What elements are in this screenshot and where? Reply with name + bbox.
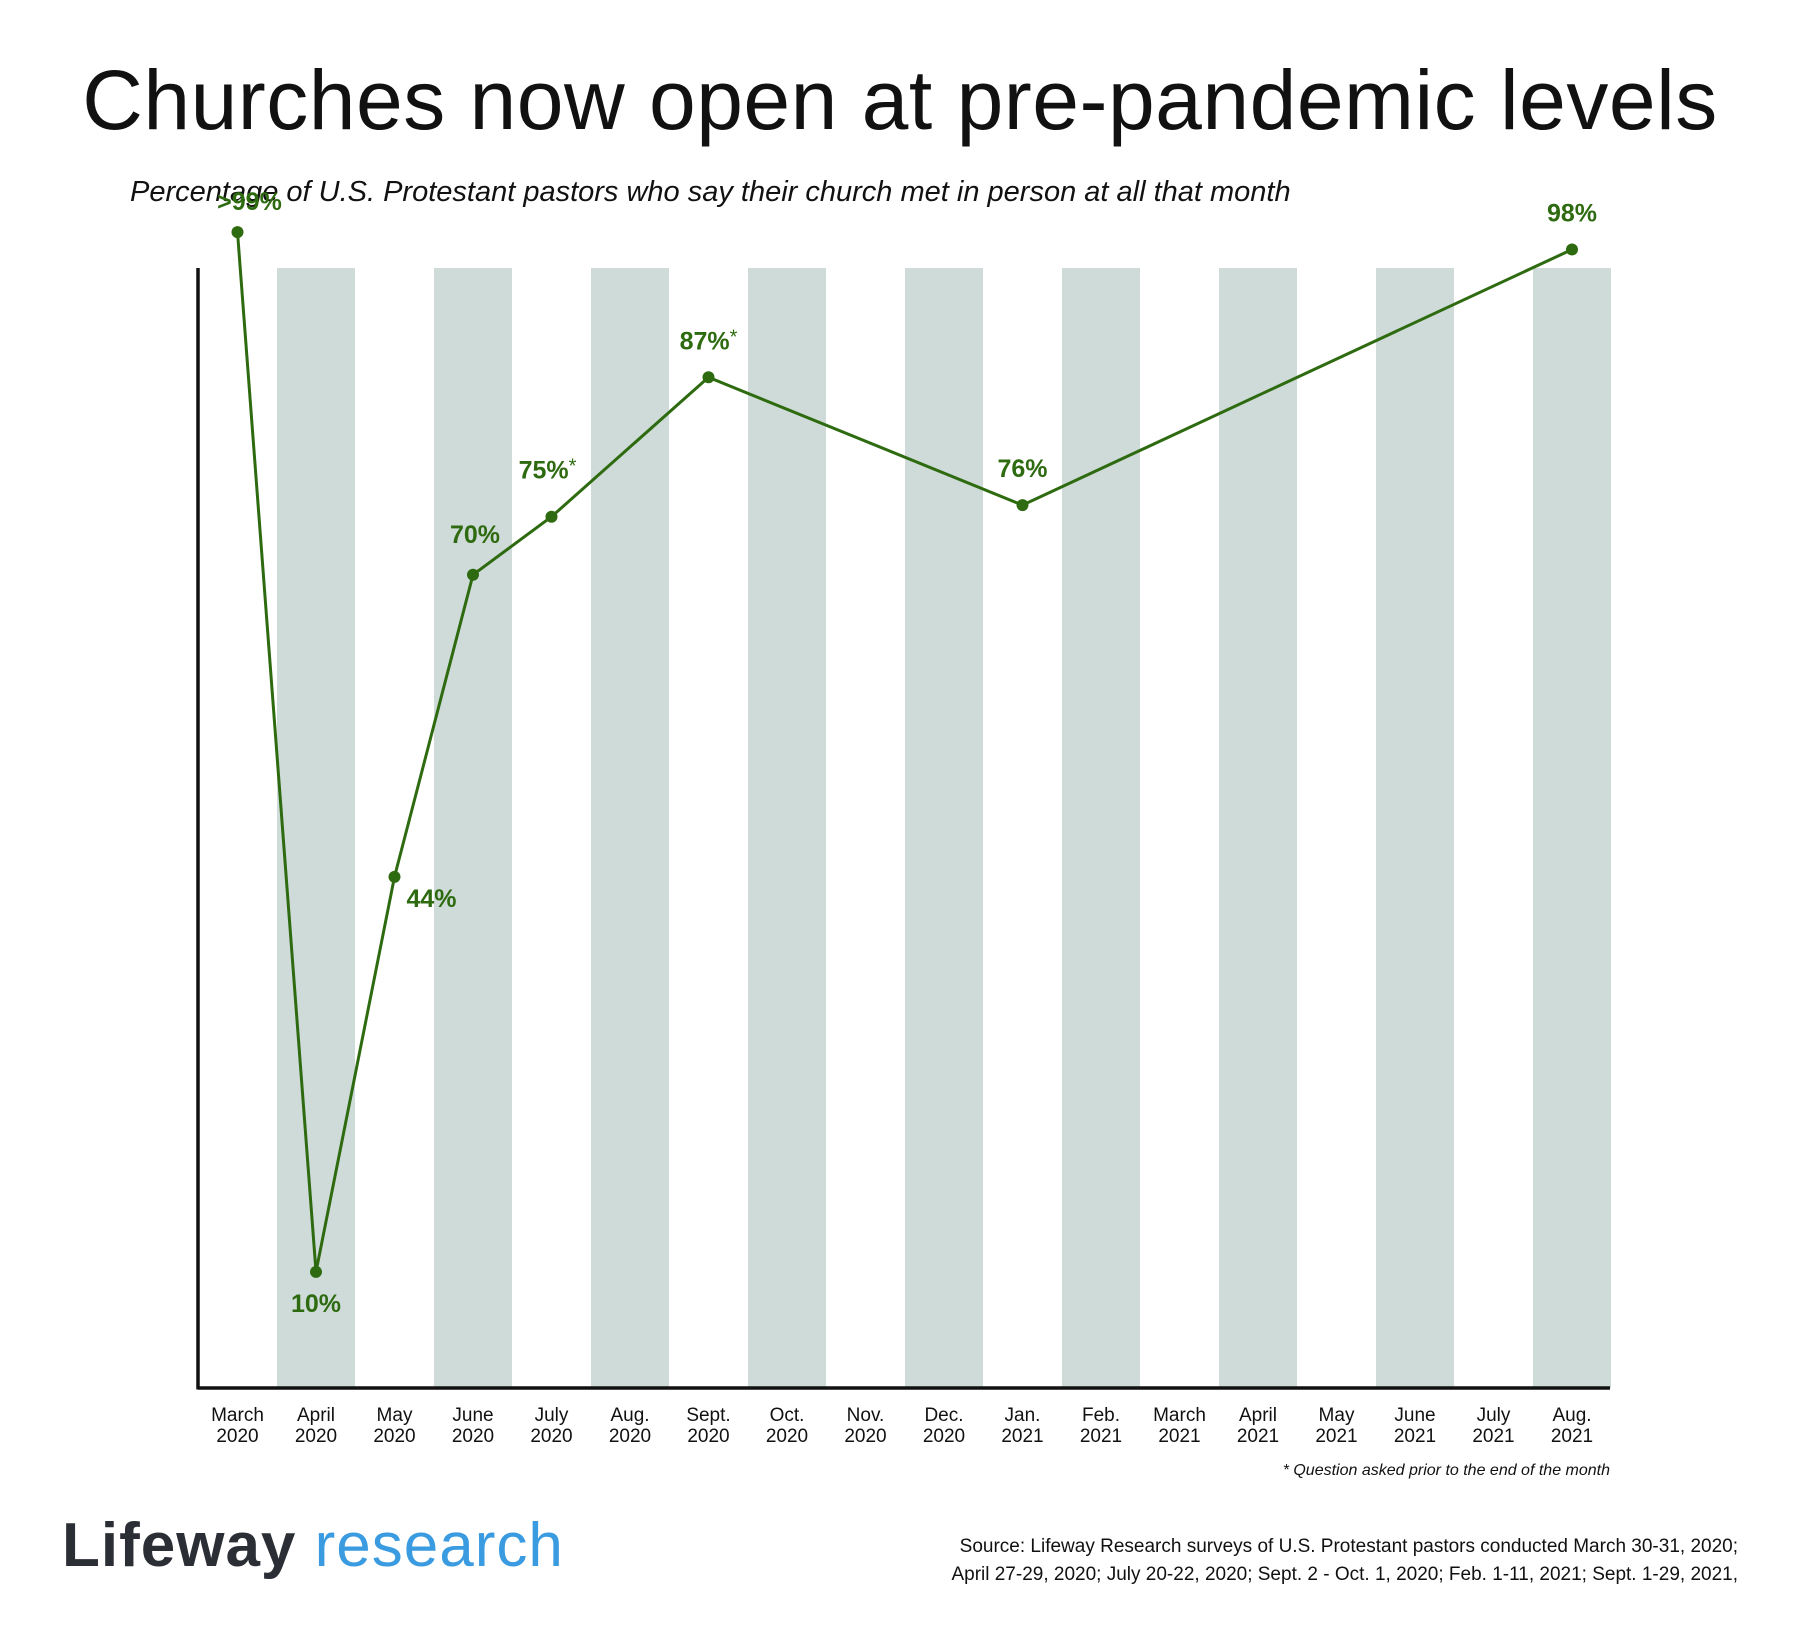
shaded-band: [1219, 268, 1297, 1388]
x-tick-label: March 2021: [1153, 1405, 1206, 1447]
x-tick-label: April 2020: [295, 1405, 337, 1447]
line-chart: March 2020 April 2020 May 2020 June 2020 July 202…: [196, 188, 1611, 1447]
data-label: 75%*: [519, 456, 577, 485]
shaded-band: [1062, 268, 1140, 1388]
data-point: [388, 870, 401, 883]
shaded-band: [1533, 268, 1611, 1388]
series-line: [236, 231, 1573, 1273]
shaded-band: [434, 268, 512, 1388]
data-label: 98%: [1547, 200, 1597, 228]
x-tick-label: July 2020: [530, 1405, 572, 1447]
x-tick-label: Oct. 2020: [766, 1405, 808, 1447]
shaded-band: [591, 268, 669, 1388]
data-label: 44%: [407, 885, 457, 913]
x-tick-label: April 2021: [1237, 1405, 1279, 1447]
data-label: 10%: [291, 1290, 341, 1318]
data-label: 87%*: [680, 326, 738, 355]
source-line-1: Source: Lifeway Research surveys of U.S.…: [959, 1536, 1738, 1557]
x-tick-label: March 2020: [211, 1405, 264, 1447]
data-point: [231, 226, 244, 239]
x-tick-label: Nov. 2020: [844, 1405, 886, 1447]
source-note: Source: Lifeway Research surveys of U.S.…: [778, 1533, 1738, 1589]
shaded-band: [277, 268, 355, 1388]
data-point: [702, 371, 715, 384]
data-label: 70%: [450, 521, 500, 549]
data-point: [1566, 243, 1578, 256]
logo-brand-text: Lifeway: [62, 1511, 297, 1580]
x-tick-label: May 2021: [1315, 1405, 1357, 1447]
chart-subtitle: Percentage of U.S. Protestant pastors wh…: [130, 176, 1291, 208]
lifeway-research-logo: Lifeway research: [62, 1510, 564, 1581]
x-tick-label: Sept. 2020: [686, 1405, 730, 1447]
x-tick-label: Feb. 2021: [1080, 1405, 1122, 1447]
data-point: [467, 568, 479, 581]
x-tick-label: June 2021: [1394, 1405, 1436, 1447]
data-label: 76%: [997, 455, 1047, 483]
chart-title: Churches now open at pre-pandemic levels: [82, 53, 1718, 147]
data-point: [545, 510, 558, 523]
footnote: * Question asked prior to the end of the…: [1282, 1462, 1610, 1479]
shaded-band: [1376, 268, 1454, 1388]
shaded-band: [905, 268, 983, 1388]
x-tick-label: June 2020: [452, 1405, 494, 1447]
source-line-2: April 27-29, 2020; July 20-22, 2020; Sep…: [951, 1564, 1738, 1585]
x-tick-label: Aug. 2021: [1551, 1405, 1593, 1447]
data-point: [310, 1265, 322, 1278]
x-tick-label: Jan. 2021: [1001, 1405, 1043, 1447]
logo-research-text: research: [314, 1511, 564, 1580]
data-point: [1016, 499, 1029, 512]
x-tick-label: July 2021: [1472, 1405, 1514, 1447]
data-label: >99%: [217, 188, 282, 216]
shaded-band: [748, 268, 826, 1388]
x-tick-label: Dec. 2020: [923, 1405, 965, 1447]
x-tick-label: Aug. 2020: [609, 1405, 651, 1447]
x-tick-label: May 2020: [373, 1405, 415, 1447]
